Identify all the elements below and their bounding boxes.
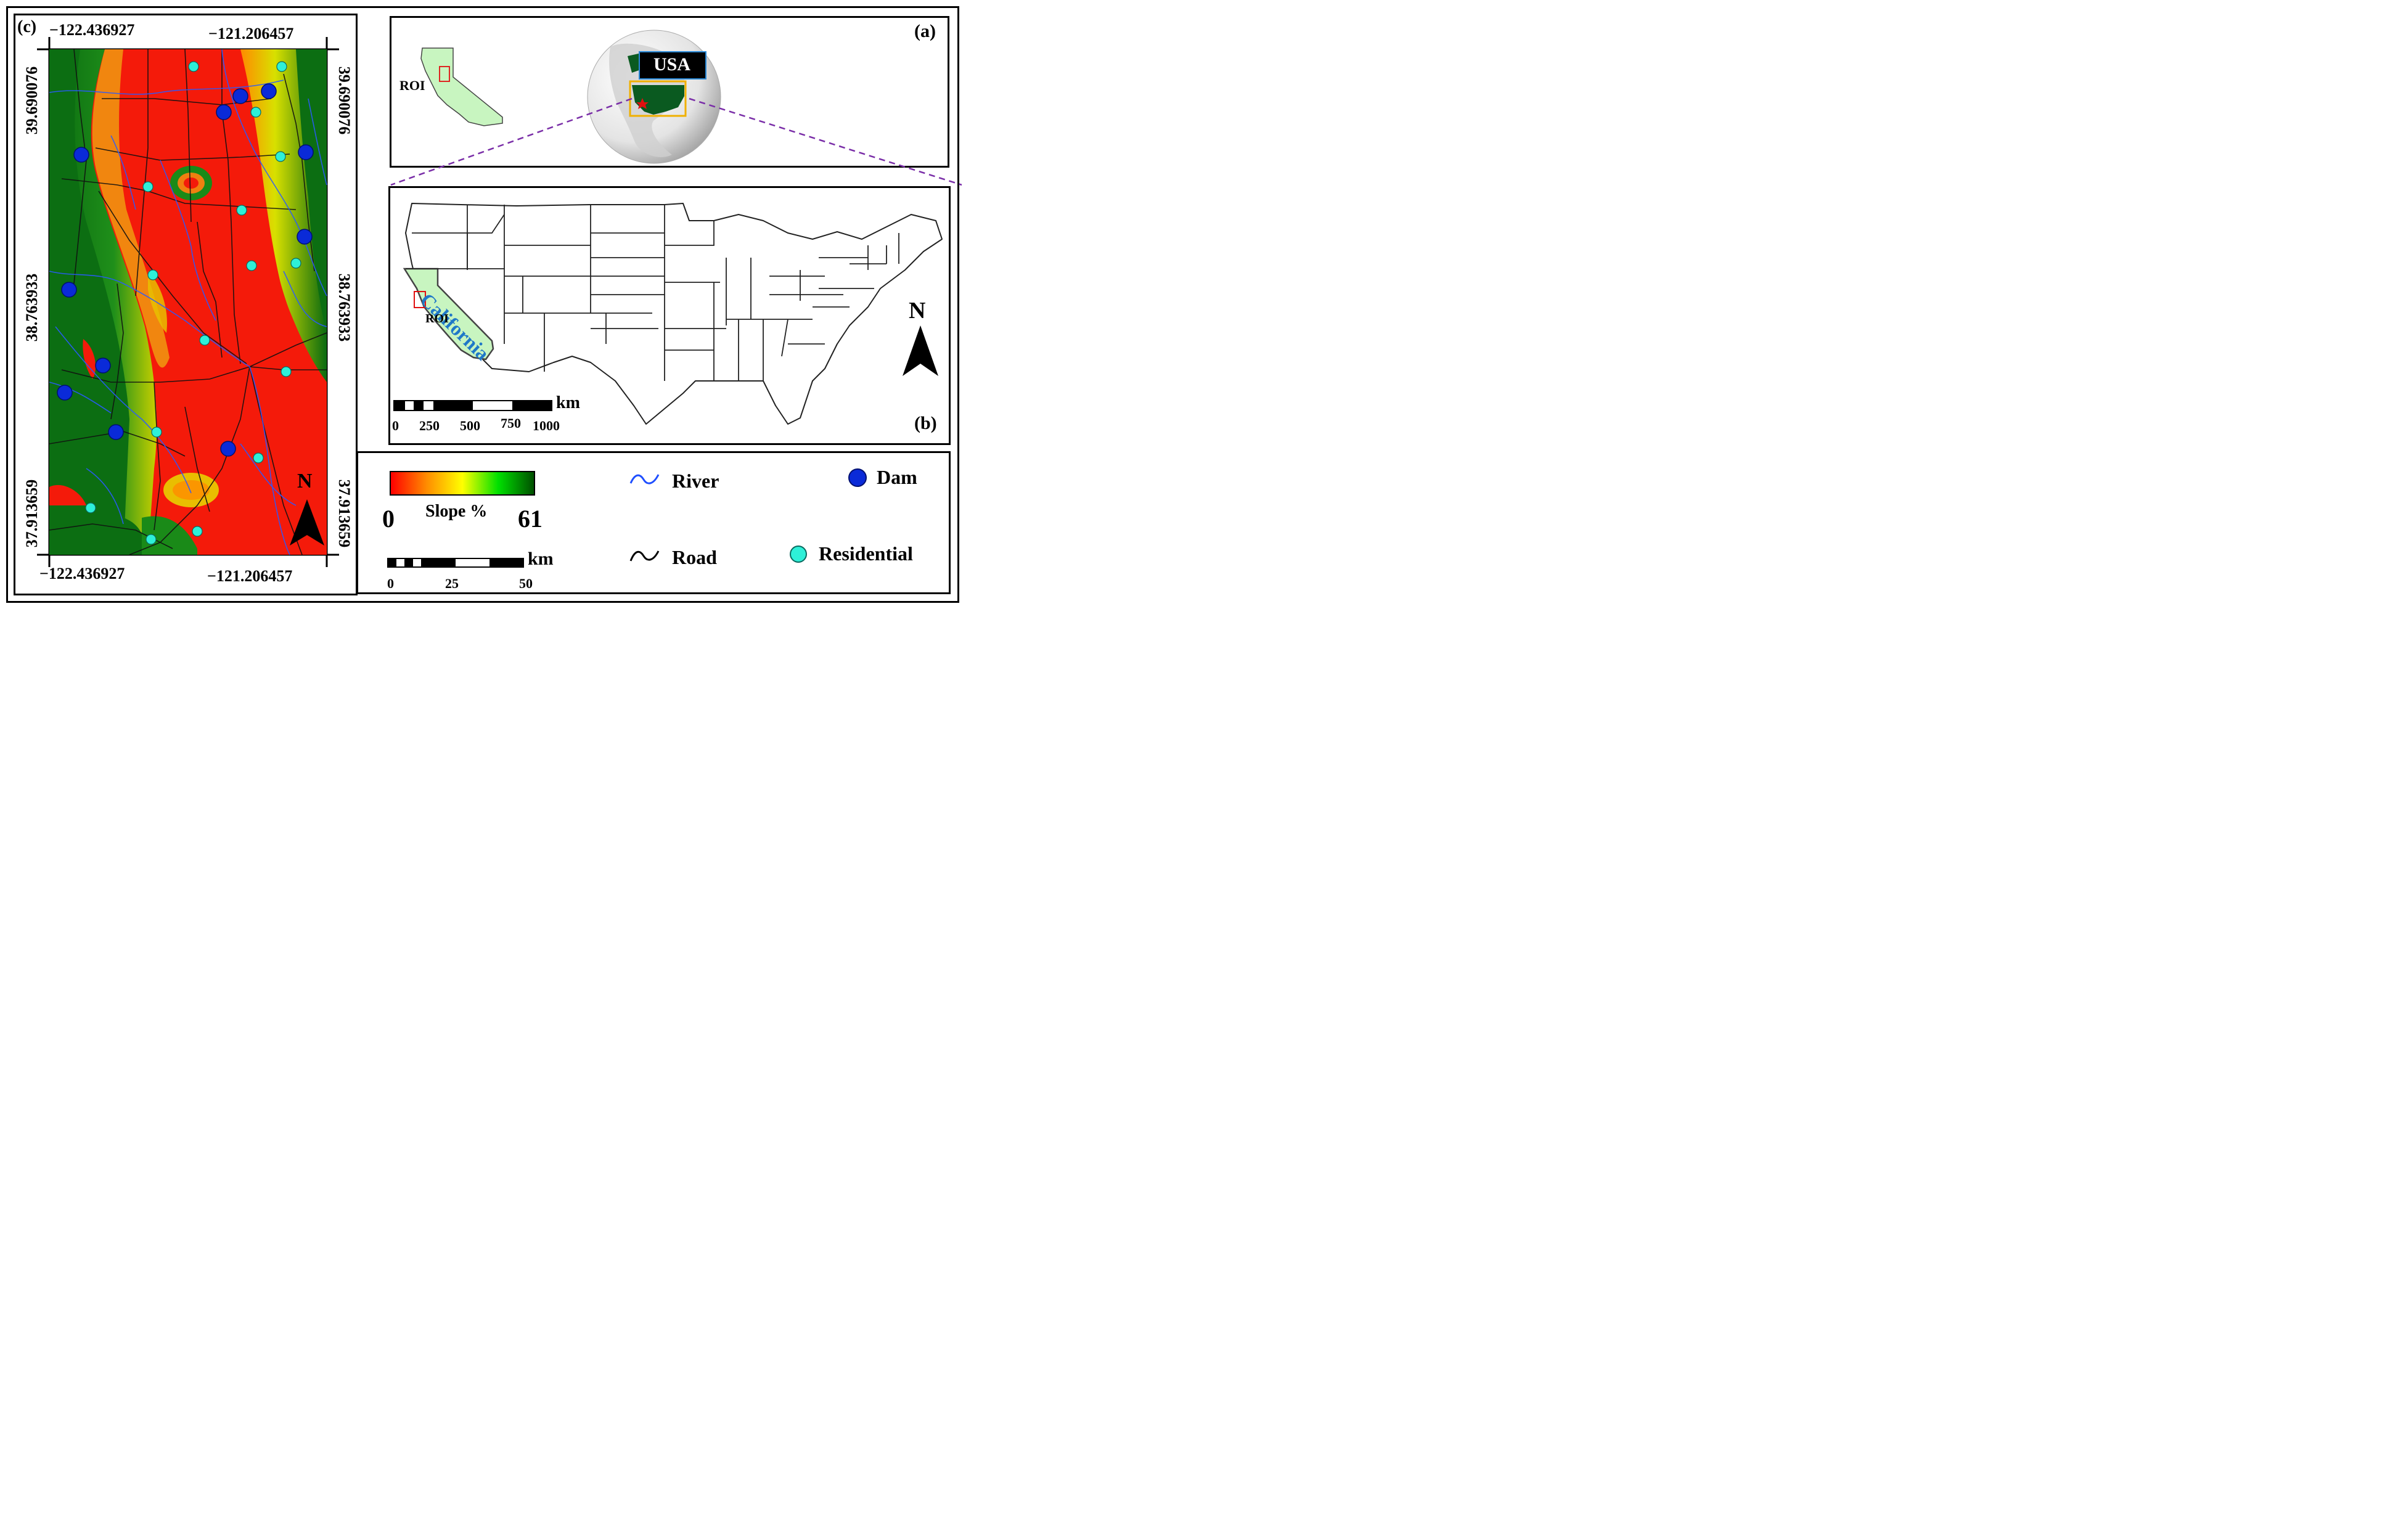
slope-map	[37, 37, 339, 567]
slope-min: 0	[382, 505, 395, 533]
panel-b-scale-tick: 250	[419, 418, 440, 433]
usa-map	[403, 203, 943, 425]
zoom-connector-lines	[390, 97, 962, 186]
panel-b-scale-bar	[393, 400, 552, 411]
legend-scale-bar	[387, 558, 524, 568]
panel-b-label: (b)	[914, 413, 937, 433]
slope-max: 61	[518, 505, 543, 533]
slope-colorbar	[390, 471, 535, 496]
lon-east-bottom: −121.206457	[207, 567, 293, 585]
legend-river-label: River	[672, 470, 719, 492]
dam-icon	[848, 468, 867, 487]
lon-east-top: −121.206457	[208, 25, 294, 43]
panel-a-label: (a)	[914, 21, 936, 41]
legend-dam-label: Dam	[877, 466, 917, 488]
panel-b-north-label: N	[909, 298, 926, 324]
panel-b-frame	[388, 186, 951, 445]
lon-west-top: −122.436927	[49, 21, 135, 39]
figure-frame	[6, 6, 959, 603]
panel-b-scale-unit: km	[556, 393, 580, 412]
panel-b-scale-tick: 1000	[533, 418, 560, 433]
legend-scale-tick: 0	[387, 576, 394, 591]
panel-b-scale-tick: 750	[501, 415, 521, 431]
panel-b-roi-label: ROI	[425, 312, 449, 325]
panel-b-scale-tick: 0	[392, 418, 399, 433]
usa-tag	[639, 51, 706, 80]
panel-b-scale-tick: 500	[460, 418, 480, 433]
legend-scale-unit: km	[528, 549, 554, 569]
lon-west-bottom: −122.436927	[39, 565, 125, 582]
slope-title: Slope %	[425, 502, 488, 521]
panel-a-roi-label: ROI	[399, 78, 425, 93]
residential-icon	[790, 545, 807, 563]
legend-residential-label: Residential	[819, 542, 913, 565]
panel-c-north-label: N	[297, 470, 313, 492]
panel-c-label: (c)	[17, 17, 37, 36]
panel-b-north-arrow-icon	[903, 325, 938, 376]
usa-tag-label: USA	[653, 54, 691, 75]
california-inset	[420, 47, 503, 126]
panel-c-frame	[14, 14, 358, 595]
road-icon	[629, 550, 660, 562]
panel-a-frame	[390, 16, 949, 168]
legend-scale-tick: 25	[445, 576, 459, 591]
river-icon	[629, 474, 660, 484]
legend-frame	[356, 451, 951, 594]
legend-scale-tick: 50	[519, 576, 533, 591]
legend-road-label: Road	[672, 546, 717, 568]
